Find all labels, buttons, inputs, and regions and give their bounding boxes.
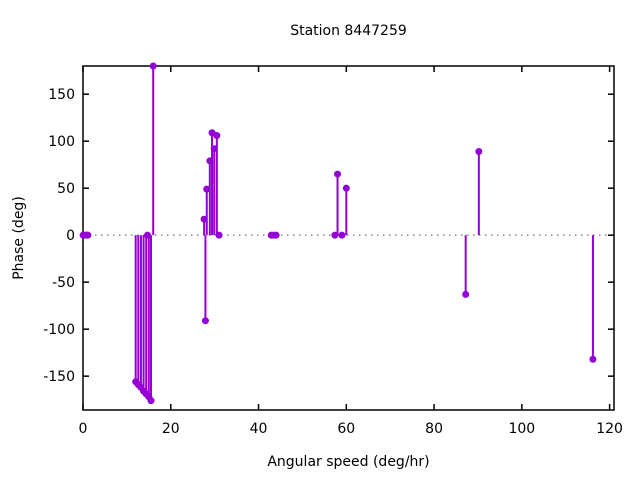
- plot-border: [82, 65, 615, 411]
- y-tick-label: 50: [57, 181, 75, 197]
- data-point-marker: [272, 231, 280, 239]
- data-point-marker: [215, 231, 223, 239]
- data-point-marker: [342, 184, 350, 192]
- y-tick-label: 0: [66, 228, 75, 244]
- data-point-marker: [338, 231, 346, 239]
- x-tick-label: 100: [508, 421, 535, 437]
- x-tick-label: 20: [162, 421, 180, 437]
- x-axis-label: Angular speed (deg/hr): [267, 454, 430, 470]
- y-tick-label: -50: [52, 275, 75, 291]
- data-point-marker: [84, 231, 92, 239]
- x-tick-label: 0: [79, 421, 88, 437]
- data-point-marker: [334, 170, 342, 178]
- y-tick-label: 150: [48, 87, 75, 103]
- data-point-marker: [147, 397, 155, 405]
- data-point-marker: [149, 62, 157, 70]
- data-point-marker: [213, 132, 221, 140]
- y-tick-label: -100: [43, 322, 75, 338]
- x-tick-label: 120: [596, 421, 623, 437]
- data-point-marker: [201, 317, 209, 325]
- data-point-marker: [144, 231, 152, 239]
- data-point-marker: [589, 355, 597, 363]
- data-point-marker: [203, 185, 211, 193]
- y-tick-label: 100: [48, 134, 75, 150]
- y-tick-label: -150: [43, 369, 75, 385]
- x-tick-label: 60: [337, 421, 355, 437]
- y-axis-label: Phase (deg): [11, 196, 27, 280]
- x-tick-label: 40: [250, 421, 268, 437]
- x-tick-label: 80: [425, 421, 443, 437]
- data-point-marker: [462, 290, 470, 298]
- data-point-marker: [475, 148, 483, 156]
- chart-title: Station 8447259: [290, 23, 407, 39]
